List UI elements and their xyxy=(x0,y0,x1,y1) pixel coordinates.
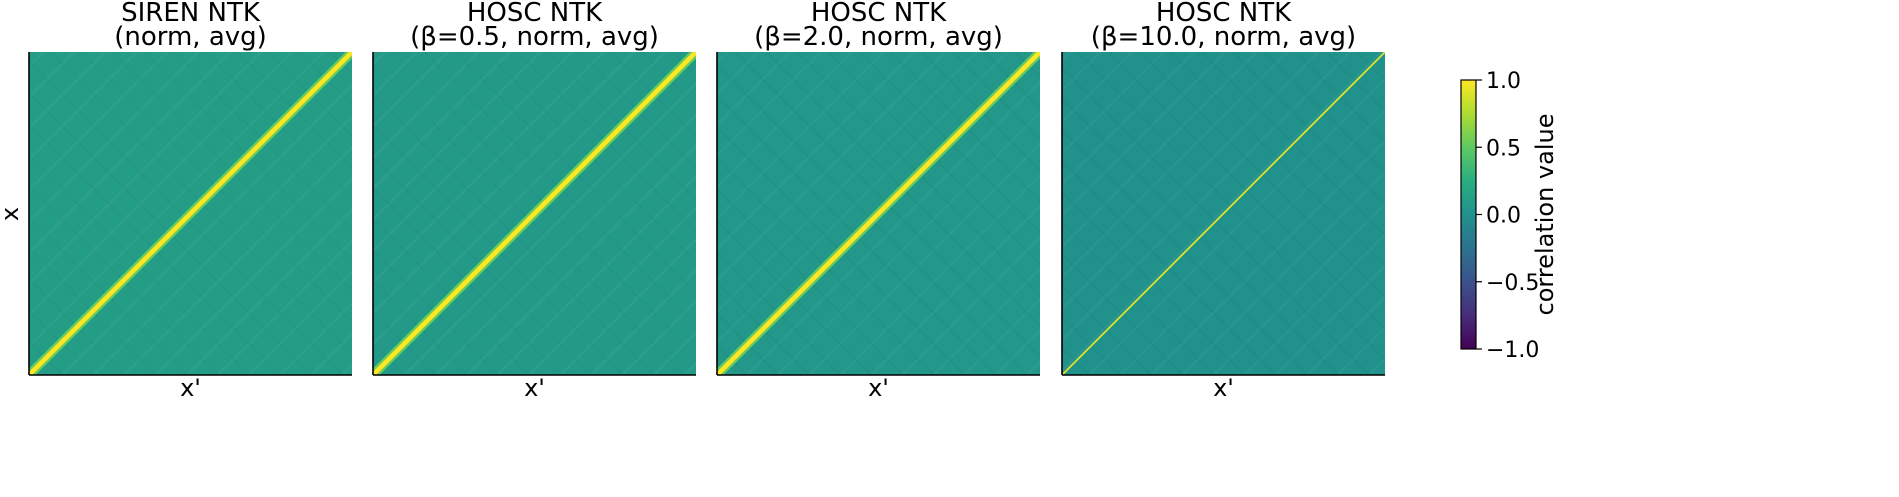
colorbar-gradient xyxy=(1460,79,1477,350)
x-axis-label: x' xyxy=(1213,374,1234,402)
diagonal-line xyxy=(29,52,352,375)
panel-title: HOSC NTK xyxy=(467,0,603,28)
diagonal-line xyxy=(717,52,1040,375)
heatmap-panel-3: HOSC NTK(β=2.0, norm, avg) x' xyxy=(716,0,1040,402)
colorbar-tick-label: 0.5 xyxy=(1486,136,1521,161)
heatmap-panel-1: SIREN NTK(norm, avg) x' x xyxy=(0,0,352,402)
colorbar-tick-label: −0.5 xyxy=(1486,271,1539,296)
panel-title: HOSC NTK xyxy=(1156,0,1292,28)
x-axis-label: x' xyxy=(180,374,201,402)
heatmap-panel-4: HOSC NTK(β=10.0, norm, avg) x' xyxy=(1061,0,1385,402)
colorbar-label: correlation value xyxy=(1531,114,1559,316)
panel-subtitle: (β=2.0, norm, avg) xyxy=(754,22,1003,52)
x-axis-label: x' xyxy=(868,374,889,402)
panel-title: HOSC NTK xyxy=(811,0,947,28)
panel-subtitle: (norm, avg) xyxy=(114,22,267,52)
diagonal-line xyxy=(1062,52,1385,375)
panel-subtitle: (β=0.5, norm, avg) xyxy=(410,22,659,52)
colorbar-tick-label: −1.0 xyxy=(1486,338,1539,363)
heatmap-panel-2: HOSC NTK(β=0.5, norm, avg) x' xyxy=(372,0,696,402)
panel-title: SIREN NTK xyxy=(121,0,261,28)
colorbar-tick-label: 1.0 xyxy=(1486,69,1521,94)
colorbar-tick-label: 0.0 xyxy=(1486,204,1521,229)
panel-subtitle: (β=10.0, norm, avg) xyxy=(1091,22,1356,52)
x-axis-label: x' xyxy=(524,374,545,402)
panels-layer: SIREN NTK(norm, avg)x'xHOSC NTK(β=0.5, n… xyxy=(0,0,1385,402)
diagonal-line xyxy=(373,52,696,375)
colorbar: 1.0 0.5 0.0 −0.5 −1.0 correlation value xyxy=(1460,69,1559,363)
y-axis-label: x xyxy=(0,207,24,221)
